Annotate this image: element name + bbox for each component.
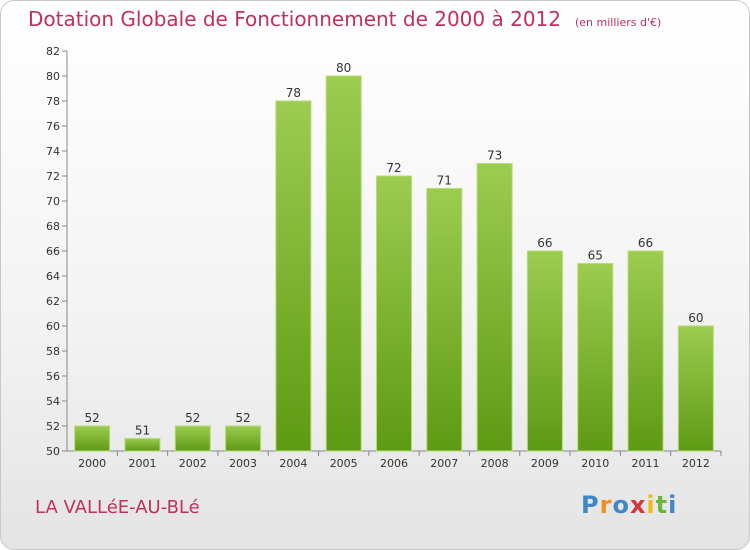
value-label-2007: 71 (437, 174, 452, 188)
bar-2007 (426, 188, 463, 452)
chart-title: Dotation Globale de Fonctionnement de 20… (28, 7, 661, 31)
x-tick-label-2000: 2000 (78, 457, 106, 470)
bar-2006 (376, 175, 412, 452)
y-tick-label: 78 (46, 95, 60, 108)
bar-2009 (526, 250, 563, 452)
value-label-2010: 65 (588, 249, 603, 263)
bar-2004 (275, 100, 312, 452)
y-tick-label: 54 (46, 395, 60, 408)
bar-2001 (124, 438, 161, 452)
y-tick-label: 58 (46, 345, 60, 358)
x-tick-label-2012: 2012 (682, 457, 710, 470)
logo-letter: i (668, 491, 678, 519)
value-label-2002: 52 (185, 411, 200, 425)
y-tick-label: 68 (46, 220, 60, 233)
unit-text: (en milliers d'€) (575, 16, 662, 29)
x-tick-label-2003: 2003 (229, 457, 257, 470)
title-text: Dotation Globale de Fonctionnement de 20… (28, 7, 561, 31)
logo-letter: x (629, 491, 647, 519)
y-tick-label: 50 (46, 445, 60, 458)
x-tick-label-2006: 2006 (380, 457, 408, 470)
value-label-2001: 51 (135, 424, 150, 438)
y-tick-label: 64 (46, 270, 60, 283)
y-tick-label: 74 (46, 145, 60, 158)
x-tick-label-2010: 2010 (581, 457, 609, 470)
x-tick-label-2009: 2009 (531, 457, 559, 470)
bar-2000 (74, 425, 111, 452)
bar-2012 (677, 325, 714, 452)
value-label-2005: 80 (336, 61, 351, 75)
x-tick-label-2008: 2008 (481, 457, 509, 470)
y-tick-label: 72 (46, 170, 60, 183)
x-tick-label-2002: 2002 (179, 457, 207, 470)
x-tick-label-2007: 2007 (430, 457, 458, 470)
value-label-2009: 66 (537, 236, 552, 250)
bar-2010 (577, 263, 614, 452)
y-tick-label: 52 (46, 420, 60, 433)
logo-letter: r (599, 491, 613, 519)
value-label-2000: 52 (85, 411, 100, 425)
value-label-2011: 66 (638, 236, 653, 250)
commune-name: LA VALLéE-AU-BLé (35, 497, 200, 518)
logo-letter: P (581, 491, 600, 519)
x-tick-label-2011: 2011 (632, 457, 660, 470)
y-tick-label: 62 (46, 295, 60, 308)
bar-2002 (174, 425, 211, 452)
bar-2011 (627, 250, 664, 452)
value-label-2006: 72 (386, 161, 401, 175)
logo-letter: t (655, 491, 669, 519)
value-label-2003: 52 (235, 411, 250, 425)
value-label-2012: 60 (688, 311, 703, 325)
bar-2003 (225, 425, 262, 452)
y-tick-label: 82 (46, 45, 60, 58)
y-tick-label: 70 (46, 195, 60, 208)
logo-letter: o (612, 491, 630, 519)
value-label-2004: 78 (286, 86, 301, 100)
y-tick-label: 80 (46, 70, 60, 83)
y-tick-label: 60 (46, 320, 60, 333)
bar-2005 (325, 75, 362, 452)
y-tick-label: 56 (46, 370, 60, 383)
bar-2008 (476, 163, 513, 452)
y-tick-label: 66 (46, 245, 60, 258)
logo-letter: i (646, 491, 656, 519)
proxiti-logo: Proxiti (581, 491, 677, 519)
x-tick-label-2004: 2004 (279, 457, 307, 470)
y-tick-label: 76 (46, 120, 60, 133)
x-tick-label-2005: 2005 (330, 457, 358, 470)
value-label-2008: 73 (487, 149, 502, 163)
x-tick-label-2001: 2001 (128, 457, 156, 470)
